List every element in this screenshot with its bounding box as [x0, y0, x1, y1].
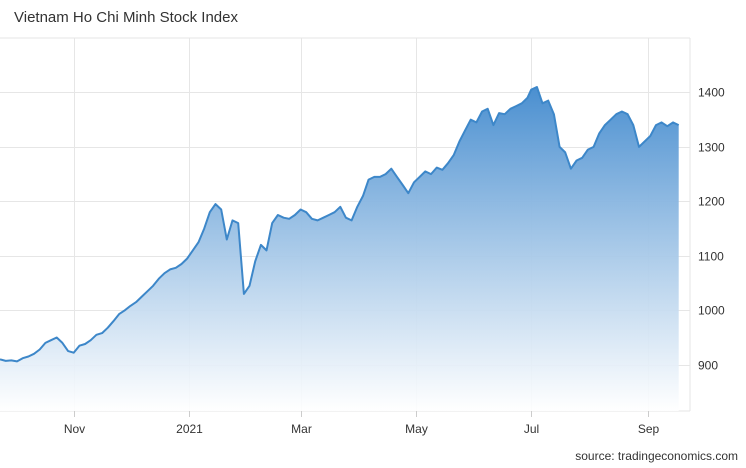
series-line: [0, 86, 680, 363]
x-tick-label: Sep: [638, 422, 660, 436]
x-tick-label: Mar: [291, 422, 312, 436]
y-tick-label: 1100: [698, 250, 724, 264]
y-tick-label: 1400: [698, 86, 725, 100]
x-tick-label: Jul: [524, 422, 539, 436]
x-tick-label: May: [405, 422, 428, 436]
chart-title: Vietnam Ho Chi Minh Stock Index: [14, 9, 238, 26]
y-tick-label: 1000: [698, 304, 725, 318]
x-tick-label: 2021: [176, 422, 203, 436]
y-tick-label: 1300: [698, 141, 725, 155]
x-axis-ticks: Nov 2021 Mar May Jul Sep: [64, 411, 660, 436]
y-axis-ticks: 900 1000 1100 1200 1300 1400: [698, 86, 725, 373]
area-fill: [0, 87, 679, 411]
source-credit: source: tradingeconomics.com: [575, 449, 738, 463]
y-tick-label: 1200: [698, 195, 725, 209]
x-tick-label: Nov: [64, 422, 85, 436]
y-tick-label: 900: [698, 359, 718, 373]
